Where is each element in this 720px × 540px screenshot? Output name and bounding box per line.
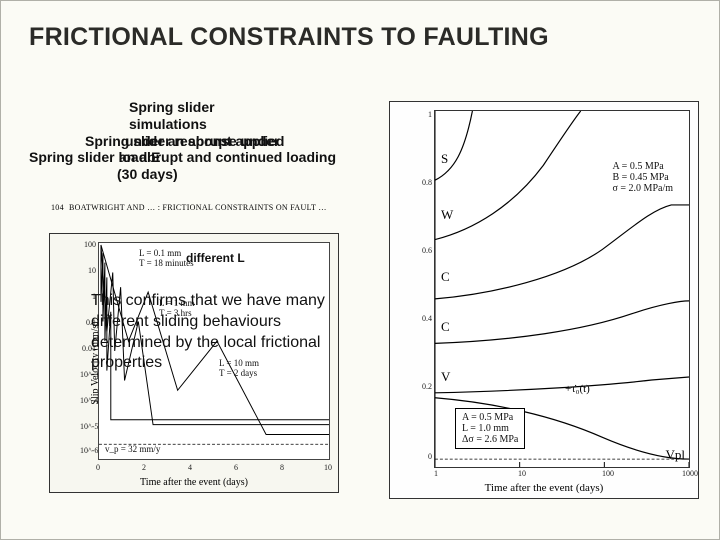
right-ytick: 1 [414, 110, 432, 119]
left-xtick: 10 [324, 463, 332, 472]
right-chart-plot: S W C C V Vpl +τ̇₀(t) A = 0.5 MPa B = 0.… [434, 110, 690, 468]
paper-page-number: 104 [51, 203, 64, 212]
series-label-c1: C [441, 269, 450, 285]
series-label-v: V [441, 369, 450, 385]
caption-block: Spring slider simulations Spring slider … [29, 99, 359, 183]
right-xtick: 1000 [682, 469, 698, 478]
left-xtick: 0 [96, 463, 100, 472]
left-xtick: 4 [188, 463, 192, 472]
caption-l2: simulations [129, 116, 359, 133]
right-chart: Slip Velocity (mm/s) Time after the even… [389, 101, 699, 499]
sublabel-different-l: different L [186, 251, 245, 265]
right-ytick: 0.8 [414, 178, 432, 187]
caption-l1: Spring slider [129, 99, 359, 116]
left-ytick: 10^-5 [80, 422, 96, 431]
series-label-vpl: Vpl [666, 447, 686, 463]
right-anno1: B = 0.45 MPa [613, 172, 673, 183]
right-ytick: 0 [414, 452, 432, 461]
left-chart-xlabel: Time after the event (days) [50, 477, 338, 488]
paper-header: 104 BOATWRIGHT AND … : FRICTIONAL CONSTR… [69, 203, 327, 212]
caption-l3-overlay: under an abrupt applied [125, 133, 284, 150]
left-xtick: 6 [234, 463, 238, 472]
right-xtick: 100 [602, 469, 614, 478]
tau-annotation: +τ̇₀(t) [565, 383, 590, 395]
right-ytick: 0.2 [414, 382, 432, 391]
series-label-c2: C [441, 319, 450, 335]
right-anno2: Δσ = 2.6 MPa [462, 434, 518, 445]
right-anno1: σ = 2.0 MPa/m [613, 183, 673, 194]
right-chart-xlabel: Time after the event (days) [390, 482, 698, 494]
caption-l4-overlay: an abrupt and continued loading [119, 149, 336, 166]
page-title: FRICTIONAL CONSTRAINTS TO FAULTING [29, 23, 549, 52]
left-ytick: 100 [80, 240, 96, 249]
right-ytick: 0.6 [414, 246, 432, 255]
left-ytick: 10^-4 [80, 396, 96, 405]
left-xtick: 2 [142, 463, 146, 472]
left-xtick: 8 [280, 463, 284, 472]
series-label-s: S [441, 151, 448, 167]
right-anno1: A = 0.5 MPa [613, 161, 673, 172]
slide: FRICTIONAL CONSTRAINTS TO FAULTING Sprin… [0, 0, 720, 540]
right-anno2: L = 1.0 mm [462, 423, 518, 434]
right-xtick: 10 [518, 469, 526, 478]
right-anno2: A = 0.5 MPa [462, 412, 518, 423]
caption-l5: (30 days) [117, 166, 359, 183]
right-ytick: 0.4 [414, 314, 432, 323]
left-ytick: 10 [80, 266, 96, 275]
series-label-w: W [441, 207, 453, 223]
left-ytick: 10^-6 [80, 446, 96, 455]
right-xtick: 1 [434, 469, 438, 478]
paper-header-text: BOATWRIGHT AND … : FRICTIONAL CONSTRAINT… [69, 203, 327, 212]
body-text: This confirms that we have many differen… [91, 291, 336, 374]
left-anno-vp: v_p = 32 mm/y [105, 445, 160, 455]
